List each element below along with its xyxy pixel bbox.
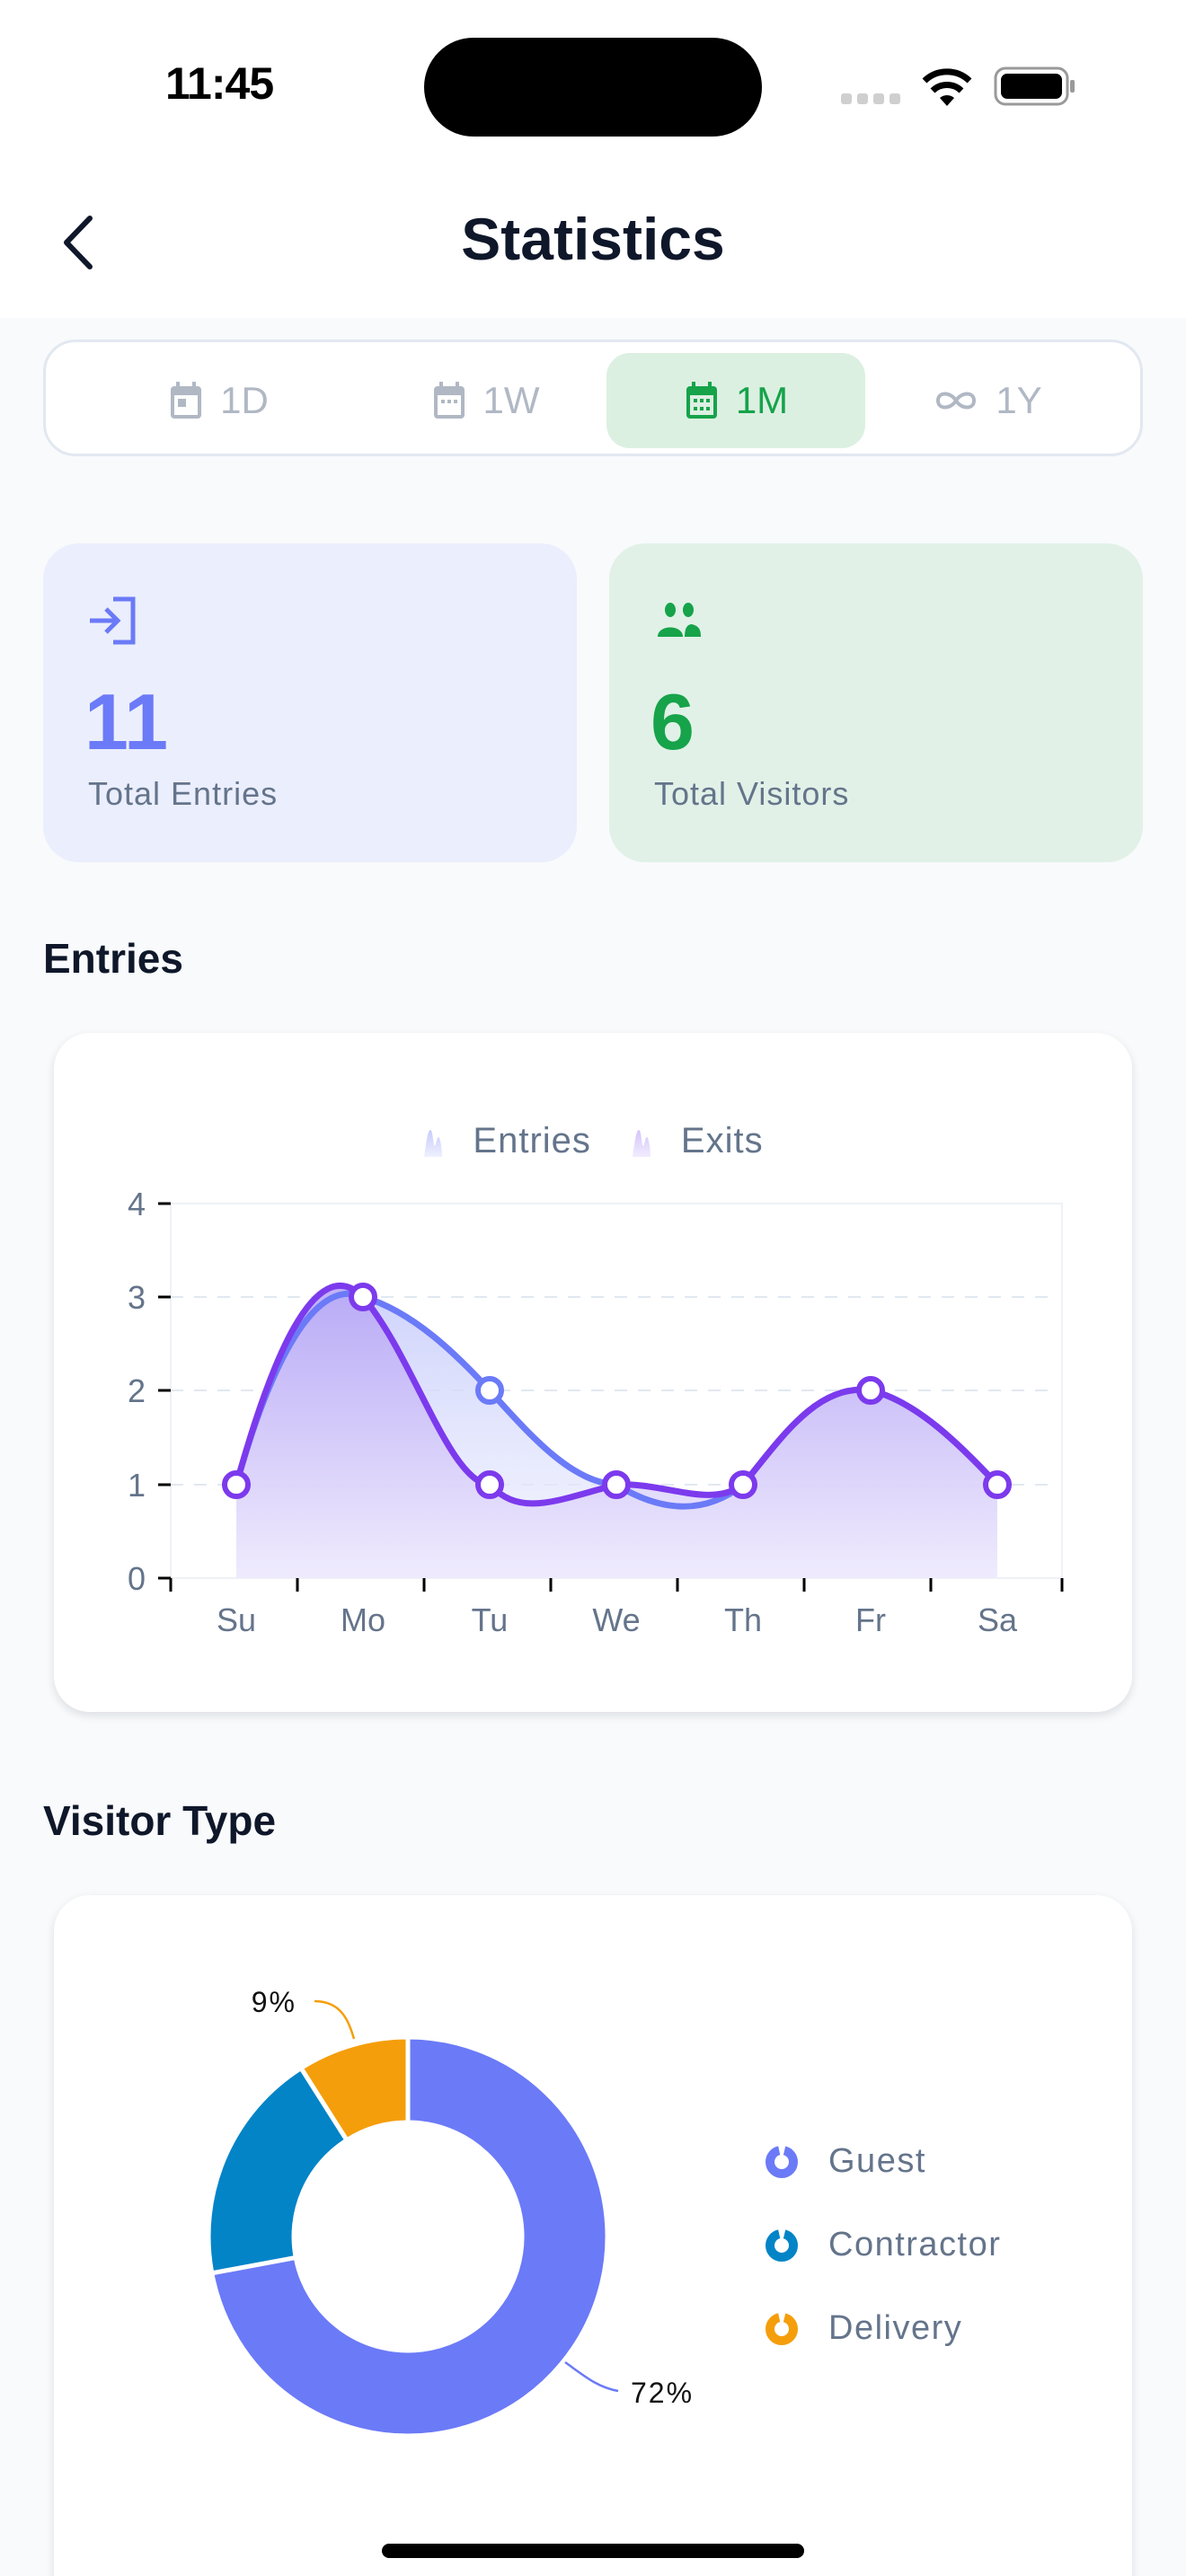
tab-1d[interactable]: 1D (89, 353, 348, 448)
donut-series-icon (766, 2145, 798, 2178)
total-visitors-label: Total Visitors (654, 775, 850, 812)
x-axis-ticks (169, 1578, 1064, 1592)
donut-legend: Guest Contractor Delivery (764, 2120, 1001, 2370)
legend-delivery-label: Delivery (828, 2309, 963, 2347)
tab-1w[interactable]: 1W (356, 353, 615, 448)
y-axis-labels: 4 3 2 1 0 (128, 1186, 146, 1597)
svg-text:Th: Th (724, 1601, 762, 1638)
header: 11:45 Statistics (0, 0, 1186, 318)
total-entries-label: Total Entries (88, 775, 279, 812)
legend-exits[interactable]: Exits (631, 1121, 764, 1161)
area-series-icon (424, 1129, 443, 1157)
donut-slice-delivery[interactable] (297, 2034, 411, 2144)
tab-1m-label: 1M (735, 379, 789, 421)
svg-text:Su: Su (217, 1601, 256, 1638)
tab-1d-label: 1D (220, 379, 269, 421)
cellular-signal-icon (841, 93, 900, 104)
delivery-label-leader (314, 1999, 356, 2040)
entries-section-title: Entries (43, 935, 183, 982)
svg-text:Fr: Fr (855, 1601, 886, 1638)
donut-slice-guest[interactable] (208, 2034, 610, 2439)
data-points (222, 1283, 1012, 1499)
calendar-month-icon (686, 382, 717, 419)
svg-text:Sa: Sa (978, 1601, 1018, 1638)
visitor-type-card: 9% 72% Guest Contractor Delivery (54, 1895, 1132, 2576)
legend-guest[interactable]: Guest (764, 2120, 1001, 2203)
dynamic-island (424, 38, 762, 137)
y-axis-ticks (158, 1202, 171, 1580)
total-entries-card: 11 Total Entries (43, 543, 577, 862)
svg-text:We: We (592, 1601, 640, 1638)
tab-1y-label: 1Y (996, 379, 1042, 421)
entries-chart-card: Entries Exits (54, 1033, 1132, 1712)
page-title: Statistics (461, 206, 725, 272)
chevron-left-icon (64, 216, 93, 269)
legend-contractor-label: Contractor (828, 2226, 1002, 2263)
exits-area (236, 1285, 997, 1578)
total-visitors-card: 6 Total Visitors (609, 543, 1143, 862)
legend-entries-label: Entries (473, 1121, 591, 1160)
legend-entries[interactable]: Entries (422, 1121, 591, 1161)
wifi-icon (922, 68, 972, 106)
guest-label-leader (564, 2360, 619, 2393)
calendar-week-icon (433, 382, 465, 419)
legend-guest-label: Guest (828, 2142, 926, 2180)
tab-1w-label: 1W (482, 379, 540, 421)
tab-1m[interactable]: 1M (606, 353, 865, 448)
total-entries-value: 11 (84, 677, 169, 766)
calendar-day-icon (171, 382, 202, 419)
delivery-percent-label: 9% (252, 1986, 296, 2018)
svg-text:0: 0 (128, 1560, 146, 1597)
svg-text:Mo: Mo (341, 1601, 385, 1638)
infinity-icon (936, 392, 977, 410)
guest-percent-label: 72% (631, 2377, 694, 2409)
legend-delivery[interactable]: Delivery (764, 2287, 1001, 2370)
home-indicator[interactable] (382, 2544, 804, 2558)
area-series-icon (632, 1129, 651, 1157)
svg-text:2: 2 (128, 1372, 146, 1409)
x-axis-labels: Su Mo Tu We Th Fr Sa (217, 1601, 1018, 1638)
people-icon (658, 603, 701, 637)
total-visitors-value: 6 (651, 677, 695, 766)
status-time: 11:45 (165, 58, 274, 109)
svg-text:Tu: Tu (472, 1601, 509, 1638)
svg-text:1: 1 (128, 1467, 146, 1504)
svg-text:3: 3 (128, 1279, 146, 1316)
donut-series-icon (766, 2312, 798, 2345)
entries-area-chart: 4 3 2 1 0 Su Mo Tu We Th Fr Sa (128, 1186, 1064, 1638)
legend-exits-label: Exits (680, 1121, 764, 1160)
visitor-type-section-title: Visitor Type (43, 1797, 277, 1844)
visitor-type-donut-chart: 9% 72% (206, 1986, 694, 2439)
donut-slice-contractor[interactable] (206, 2065, 350, 2276)
svg-text:4: 4 (128, 1186, 146, 1222)
battery-icon (994, 66, 1075, 106)
range-selector: 1D 1W 1M 1Y (43, 340, 1143, 456)
back-button[interactable] (50, 210, 104, 275)
chart-legend: Entries Exits (54, 1121, 1132, 1161)
legend-contractor[interactable]: Contractor (764, 2203, 1001, 2287)
donut-series-icon (766, 2228, 798, 2262)
login-icon (90, 596, 136, 645)
tab-1y[interactable]: 1Y (858, 353, 1117, 448)
